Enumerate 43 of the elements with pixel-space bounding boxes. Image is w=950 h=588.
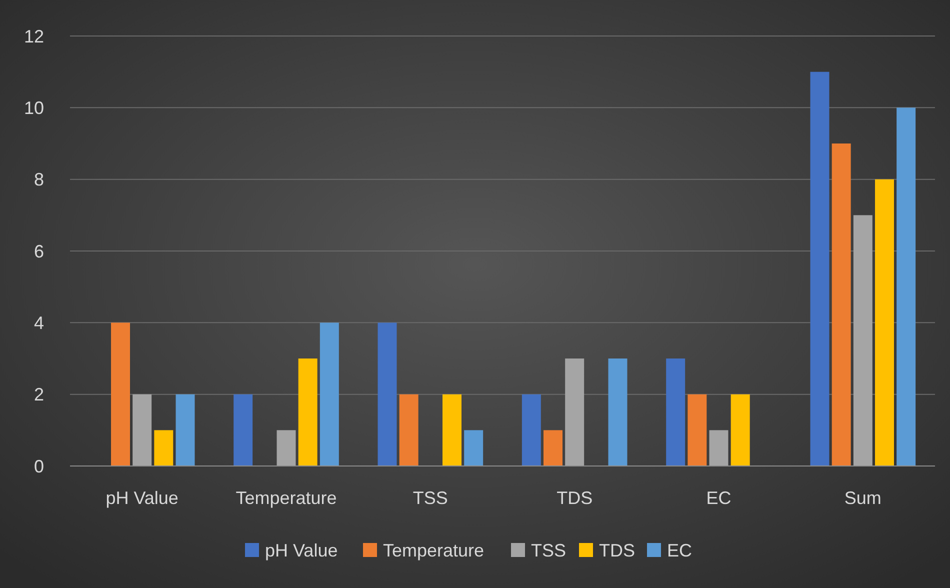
bar <box>154 430 174 466</box>
bar <box>608 358 628 466</box>
x-tick-label: EC <box>706 488 732 508</box>
bar <box>442 394 462 466</box>
bar <box>464 430 484 466</box>
bar <box>709 430 728 466</box>
bar <box>896 108 916 466</box>
legend-label: TSS <box>531 540 566 560</box>
legend-label: Temperature <box>383 540 484 560</box>
bar <box>565 358 584 466</box>
bar <box>320 322 339 466</box>
x-tick-label: pH Value <box>106 488 178 508</box>
bar <box>730 394 750 466</box>
bar <box>132 394 152 466</box>
bar <box>522 394 541 466</box>
bar <box>298 358 318 466</box>
bar <box>875 179 894 466</box>
y-tick-label: 10 <box>24 98 44 118</box>
bar <box>853 215 872 466</box>
bar <box>378 322 397 466</box>
y-tick-label: 0 <box>34 456 44 476</box>
x-tick-label: Temperature <box>236 488 337 508</box>
y-tick-label: 6 <box>34 241 44 262</box>
legend-label: TDS <box>599 540 635 560</box>
x-tick-label: Sum <box>844 488 882 508</box>
bar <box>810 72 830 466</box>
legend-label: pH Value <box>265 540 338 560</box>
bar <box>234 394 253 466</box>
bar <box>276 430 296 466</box>
bar <box>111 322 130 466</box>
bar <box>832 144 851 466</box>
bar <box>688 394 707 466</box>
bar <box>399 394 418 466</box>
x-tick-label: TDS <box>556 488 593 508</box>
bar <box>666 358 686 466</box>
bar <box>544 430 562 466</box>
y-tick-label: 2 <box>34 384 44 405</box>
y-tick-label: 4 <box>34 312 44 333</box>
x-tick-label: TSS <box>412 488 448 508</box>
y-tick-label: 12 <box>24 26 44 46</box>
bar <box>176 394 195 466</box>
legend-label: EC <box>667 540 692 560</box>
y-tick-label: 8 <box>34 170 44 190</box>
